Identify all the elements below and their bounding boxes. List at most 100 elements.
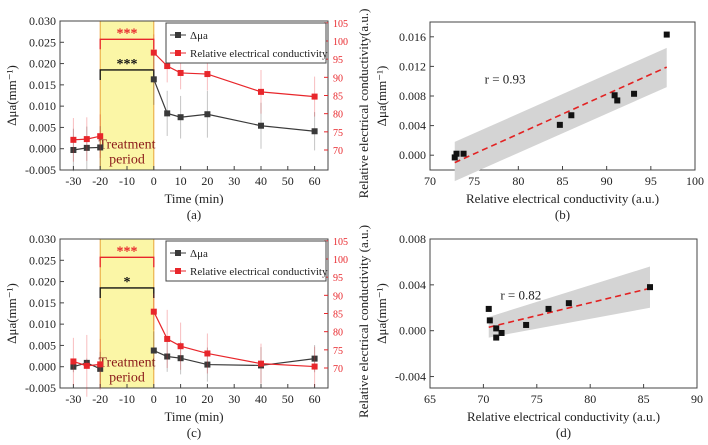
y-tick-label: 0.020 [29,275,56,289]
data-point [647,284,654,291]
x-tick-label: -20 [92,174,108,188]
x-tick-label: 65 [424,392,436,406]
legend-marker [175,250,181,256]
data-point [150,49,157,56]
data-point [451,154,458,161]
panel-caption: (d) [556,425,571,440]
y-tick-label: 0.025 [29,35,56,49]
data-point [164,110,171,117]
legend-marker [175,268,181,274]
y2-tick-label: 70 [333,146,343,157]
treatment-label: period [109,153,145,168]
significance-marker: * [124,275,131,290]
x-tick-label: 80 [512,174,524,188]
x-tick-label: 95 [645,174,657,188]
y-tick-label: 0.015 [29,296,56,310]
x-tick-label: 75 [531,392,543,406]
treatment-period-region [99,20,155,171]
data-point [83,362,90,369]
data-point [453,150,460,157]
y2-tick-label: 85 [333,92,343,103]
data-point [204,350,211,357]
data-point [631,90,638,97]
legend-label: Relative electrical conductivity [190,266,328,278]
y-tick-label: 0.015 [29,78,56,92]
x-tick-label: 90 [691,392,703,406]
x-tick-label: 85 [557,174,569,188]
x-tick-label: 10 [175,174,187,188]
data-point [70,363,77,370]
data-point [150,308,157,315]
x-tick-label: 90 [601,174,613,188]
y-tick-label: 0.004 [399,119,426,133]
y2-tick-label: 70 [333,364,343,375]
y-tick-label: 0.005 [29,120,56,134]
data-point [70,358,77,365]
panel-caption: (b) [555,207,570,222]
data-point [611,92,618,99]
fit-line [488,287,651,329]
data-point [83,136,90,143]
data-point [70,146,77,153]
legend-box [165,22,327,64]
data-point [485,305,492,312]
x-tick-label: -20 [92,392,108,406]
data-point [177,343,184,350]
x-tick-label: 75 [468,174,480,188]
y-tick-label: 0.000 [399,148,426,162]
y-axis-label: Δμa(mm⁻¹) [374,283,389,344]
y-tick-label: 0.000 [399,324,426,338]
y-tick-label: 0.000 [29,360,56,374]
y2-tick-label: 85 [333,310,343,321]
y-tick-label: 0.008 [399,89,426,103]
y-tick-label: 0.004 [399,278,426,292]
significance-bracket [99,256,155,268]
x-tick-label: -30 [65,174,81,188]
legend-marker [175,32,181,38]
y2-tick-label: 80 [333,328,343,339]
x-tick-label: 10 [175,392,187,406]
x-tick-label: 30 [228,392,240,406]
y-tick-label: 0.030 [29,232,56,246]
data-point [97,144,104,151]
significance-marker: *** [117,244,138,259]
panel-c: -30 -20 -10 0 10 20 30 40 50 60 -0.005 0.000 0.005 0.… [4,225,371,440]
data-point [663,31,670,38]
y-tick-label: 0.010 [29,317,56,331]
y2-axis-label: Relative electrical conductivity (a.u.) [356,225,371,418]
data-point [204,71,211,78]
y2-tick-label: 105 [333,19,348,30]
fit-line [454,66,668,164]
legend-label: Δμa [190,248,208,260]
data-point [70,136,77,143]
data-point [498,329,505,336]
data-point [97,133,104,140]
y-tick-label: 0.025 [29,253,56,267]
panel-d: 65 70 75 80 85 90 -0.004 0.000 0.004 0.008 Relativ… [374,232,703,440]
x-tick-label: 40 [255,392,267,406]
data-point [523,321,530,328]
legend-marker [175,50,181,56]
y2-tick-label: 95 [333,55,343,66]
y-tick-label: -0.005 [25,163,56,177]
x-tick-label: 85 [638,392,650,406]
data-point [97,361,104,368]
data-point [556,121,563,128]
data-point [164,63,171,70]
data-point [177,69,184,76]
y2-tick-label: 75 [333,128,343,139]
series-line [153,311,315,368]
correlation-annotation: r = 0.82 [500,288,541,303]
data-point [204,111,211,118]
x-tick-label: 100 [686,174,704,188]
y2-tick-label: 90 [333,73,343,84]
treatment-label: Treatment [98,356,155,371]
y2-axis-label: Relative electrical conductivity(a.u.) [356,9,371,199]
x-tick-label: -30 [65,392,81,406]
legend-box [165,240,327,282]
data-point [164,353,171,360]
data-point [486,317,493,324]
y-axis-label: Δμa(mm⁻¹) [4,283,19,344]
data-point [258,360,264,367]
